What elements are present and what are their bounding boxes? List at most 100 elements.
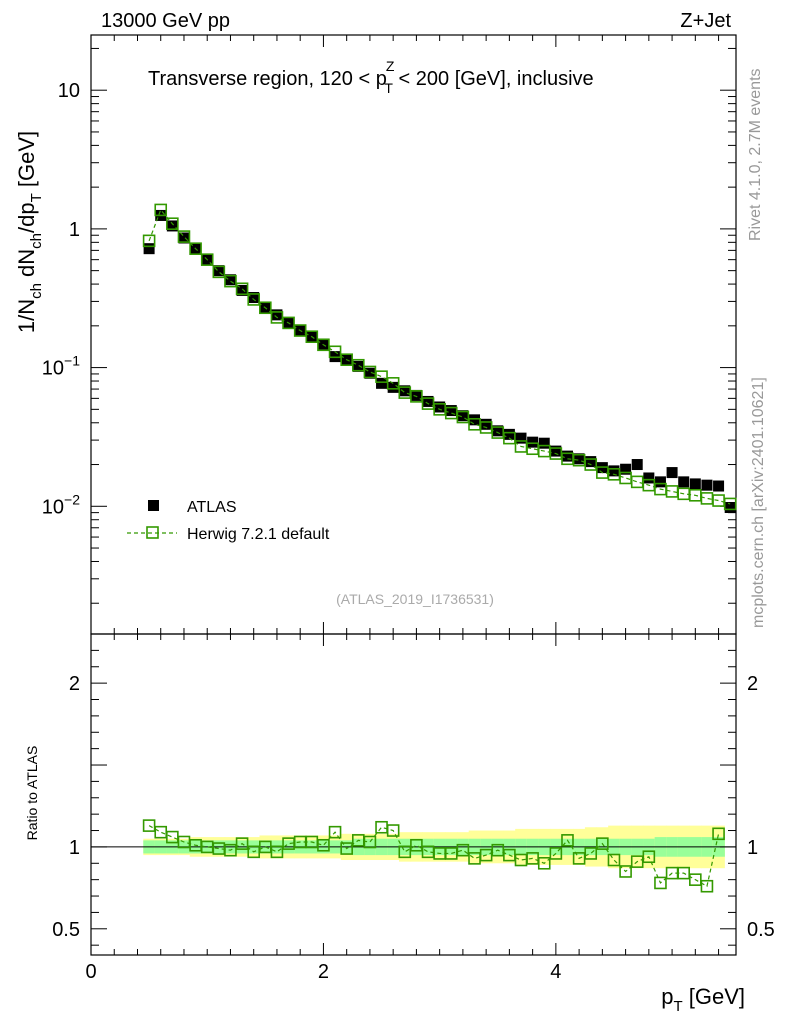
herwig-point	[317, 338, 330, 352]
herwig-point	[154, 203, 168, 217]
ratio-y-axis-ticks: 2 2 1 1 0.5 0.5	[52, 649, 775, 946]
herwig-point	[375, 370, 388, 383]
main-y-tick-label: 10	[58, 80, 80, 102]
atlas-point	[724, 502, 736, 514]
herwig-point	[142, 234, 156, 248]
rivet-version-label: Rivet 4.1.0, 2.7M events	[747, 68, 764, 241]
herwig-point	[410, 390, 423, 403]
herwig-ratio-point	[375, 820, 388, 834]
x-tick-label: 0	[85, 961, 96, 983]
atlas-point	[248, 292, 260, 304]
herwig-ratio-point	[537, 856, 551, 870]
x-axis-label: pT [GeV]	[661, 984, 745, 1015]
legend-atlas-marker	[148, 500, 159, 511]
ratio-y-tick-label-left: 2	[69, 673, 80, 695]
herwig-point	[224, 274, 237, 288]
ratio-y-tick-label-left: 0.5	[52, 919, 80, 941]
herwig-ratio-point	[328, 825, 342, 839]
herwig-ratio-point	[712, 827, 725, 841]
herwig-point	[166, 217, 179, 230]
ratio-y-tick-label-right: 0.5	[747, 919, 775, 941]
herwig-ratio-point	[317, 838, 330, 852]
atlas-point	[643, 472, 655, 484]
herwig-point	[665, 485, 679, 498]
mcplots-source-label: mcplots.cern.ch [arXiv:2401.10621]	[750, 377, 767, 628]
herwig-point	[712, 494, 725, 507]
herwig-point	[700, 492, 714, 505]
atlas-point	[666, 467, 678, 479]
herwig-point	[235, 282, 249, 296]
atlas-point	[422, 395, 434, 407]
atlas-point	[213, 265, 225, 277]
herwig-point	[630, 475, 644, 489]
main-y-tick-label: 10−2	[42, 491, 80, 518]
atlas-point	[654, 476, 666, 488]
main-y-axis-label: 1/Nch dNch/dpT [GeV]	[14, 131, 45, 333]
herwig-ratio-point	[410, 838, 423, 852]
atlas-point	[527, 436, 539, 448]
herwig-ratio-point	[584, 847, 598, 860]
herwig-point	[386, 377, 400, 390]
main-title: Transverse region, 120 < pZ T < 200 [GeV]…	[148, 58, 594, 96]
atlas-point	[166, 220, 178, 232]
atlas-point	[364, 367, 376, 379]
herwig-ratio-point	[689, 873, 702, 886]
atlas-point	[713, 480, 725, 492]
atlas-point	[492, 425, 504, 437]
atlas-point	[480, 418, 492, 430]
herwig-ratio-point	[607, 853, 621, 867]
atlas-point	[399, 385, 411, 397]
header-left: 13000 GeV pp	[101, 10, 230, 32]
atlas-point	[457, 410, 469, 422]
herwig-ratio-point	[549, 847, 563, 860]
ratio-y-tick-label-right: 2	[747, 673, 758, 695]
atlas-point	[689, 478, 701, 490]
herwig-ratio-point	[619, 865, 632, 878]
herwig-ratio-series	[142, 819, 725, 893]
herwig-point	[723, 497, 737, 511]
herwig-point	[259, 301, 272, 315]
herwig-ratio-point	[340, 842, 353, 855]
atlas-point	[631, 459, 643, 471]
herwig-ratio-point	[142, 819, 156, 832]
atlas-point	[515, 432, 527, 444]
atlas-point	[236, 284, 248, 296]
atlas-point	[143, 243, 155, 255]
herwig-series	[142, 203, 737, 511]
herwig-ratio-point	[561, 834, 574, 847]
legend-herwig-label: Herwig 7.2.1 default	[187, 526, 330, 543]
atlas-point	[561, 450, 573, 462]
herwig-ratio-point	[700, 879, 714, 893]
herwig-ratio-point	[235, 837, 249, 850]
ratio-panel-frame	[90, 633, 737, 956]
atlas-point	[376, 377, 388, 389]
herwig-point	[351, 358, 365, 372]
herwig-ratio-point	[596, 837, 609, 850]
herwig-point	[503, 431, 516, 445]
ratio-y-tick-label-right: 1	[747, 837, 758, 859]
legend: ATLAS Herwig 7.2.1 default	[127, 499, 330, 543]
legend-herwig-marker	[146, 526, 159, 539]
x-tick-label: 4	[550, 961, 561, 983]
header-right: Z+Jet	[680, 10, 731, 32]
atlas-point	[585, 456, 597, 468]
atlas-point	[178, 232, 190, 244]
atlas-point	[387, 381, 399, 393]
atlas-point	[445, 405, 457, 417]
atlas-point	[410, 389, 422, 401]
herwig-ratio-point	[224, 843, 237, 857]
x-tick-label: 2	[318, 961, 329, 983]
atlas-point	[608, 465, 620, 477]
x-axis-ticks: 0 2 4	[85, 35, 720, 983]
atlas-point	[538, 437, 550, 449]
herwig-point	[456, 410, 470, 424]
legend-atlas-label: ATLAS	[187, 499, 237, 516]
herwig-ratio-point	[654, 876, 667, 890]
herwig-ratio-point	[642, 850, 656, 864]
atlas-point	[620, 463, 632, 475]
herwig-ratio-point	[363, 835, 377, 849]
ratio-y-tick-label-left: 1	[69, 837, 80, 859]
herwig-line	[148, 208, 731, 505]
herwig-point	[328, 345, 342, 359]
atlas-point	[434, 401, 446, 413]
